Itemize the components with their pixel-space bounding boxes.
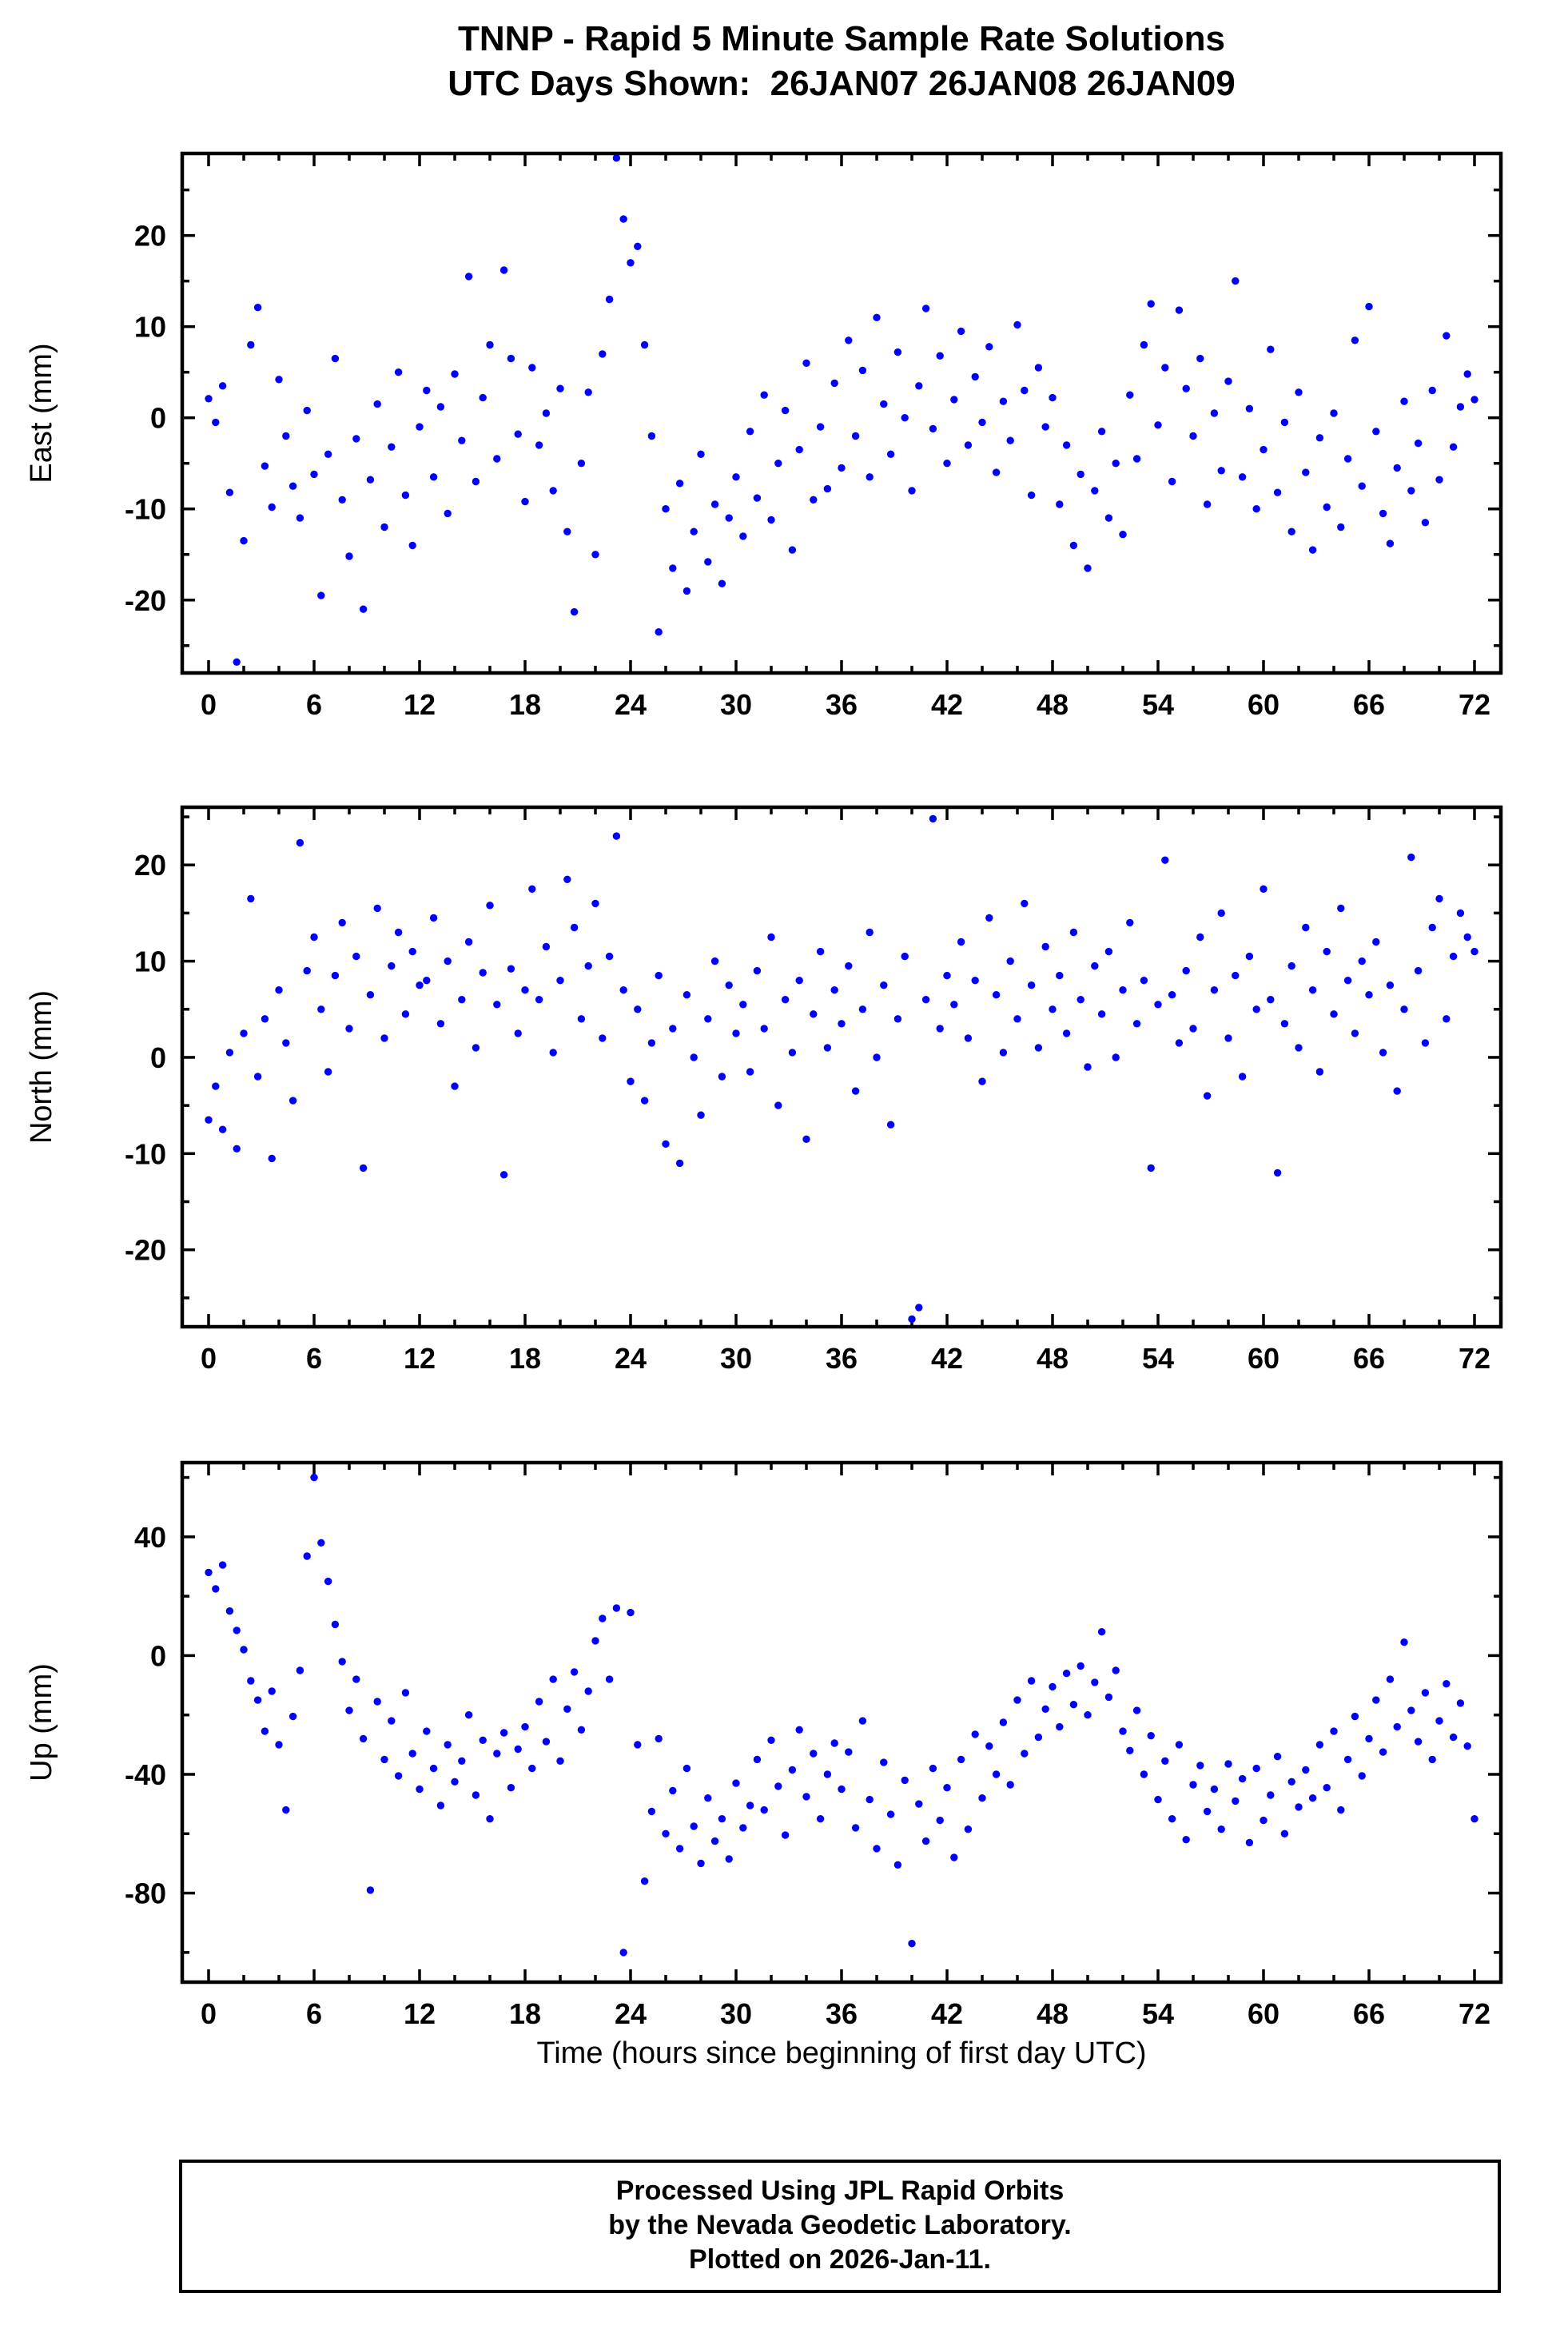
north-frame bbox=[180, 805, 1503, 1329]
svg-text:60: 60 bbox=[1248, 1997, 1279, 2030]
svg-text:12: 12 bbox=[404, 1342, 436, 1375]
svg-text:-10: -10 bbox=[125, 493, 166, 526]
svg-text:0: 0 bbox=[150, 402, 166, 435]
svg-text:40: 40 bbox=[134, 1521, 166, 1554]
east-axis-title: East (mm) bbox=[25, 343, 58, 483]
svg-text:54: 54 bbox=[1142, 1997, 1174, 2030]
svg-text:36: 36 bbox=[826, 1997, 858, 2030]
svg-text:36: 36 bbox=[826, 688, 858, 721]
svg-text:-40: -40 bbox=[125, 1758, 166, 1791]
north-x-tick-labels: 0 6 12 18 24 30 36 42 48 54 60 66 72 bbox=[201, 1342, 1490, 1375]
svg-text:0: 0 bbox=[150, 1041, 166, 1074]
svg-text:6: 6 bbox=[306, 1342, 322, 1375]
north-y-tick-labels: -20 -10 0 10 20 bbox=[125, 849, 166, 1266]
up-x-ticks bbox=[207, 1463, 1476, 1982]
up-y-tick-labels: -80 -40 0 40 bbox=[125, 1521, 166, 1910]
svg-text:60: 60 bbox=[1248, 1342, 1279, 1375]
svg-text:18: 18 bbox=[509, 1342, 541, 1375]
svg-text:12: 12 bbox=[404, 1997, 436, 2030]
svg-text:10: 10 bbox=[134, 946, 166, 978]
svg-text:10: 10 bbox=[134, 311, 166, 344]
east-points bbox=[205, 154, 1478, 666]
svg-text:24: 24 bbox=[615, 1997, 647, 2030]
north-axis-title: North (mm) bbox=[25, 990, 58, 1144]
svg-text:-80: -80 bbox=[125, 1877, 166, 1910]
footer-box: Processed Using JPL Rapid Orbits by the … bbox=[179, 2160, 1501, 2293]
up-frame bbox=[180, 1460, 1503, 1985]
north-x-ticks bbox=[207, 807, 1476, 1327]
svg-text:72: 72 bbox=[1459, 688, 1490, 721]
up-axis-title: Up (mm) bbox=[25, 1663, 58, 1782]
svg-text:6: 6 bbox=[306, 1997, 322, 2030]
svg-text:6: 6 bbox=[306, 688, 322, 721]
svg-text:36: 36 bbox=[826, 1342, 858, 1375]
svg-text:66: 66 bbox=[1353, 1997, 1385, 2030]
svg-text:24: 24 bbox=[615, 1342, 647, 1375]
up-y-ticks bbox=[182, 1475, 1501, 1954]
svg-text:60: 60 bbox=[1248, 688, 1279, 721]
svg-text:42: 42 bbox=[931, 1997, 963, 2030]
east-x-tick-labels: 0 6 12 18 24 30 36 42 48 54 60 66 72 bbox=[201, 688, 1490, 721]
svg-text:20: 20 bbox=[134, 849, 166, 882]
svg-text:30: 30 bbox=[720, 1342, 752, 1375]
svg-text:0: 0 bbox=[201, 1997, 217, 2030]
svg-text:-10: -10 bbox=[125, 1137, 166, 1170]
svg-text:66: 66 bbox=[1353, 688, 1385, 721]
footer-line-1: Processed Using JPL Rapid Orbits bbox=[615, 2176, 1065, 2206]
svg-text:72: 72 bbox=[1459, 1342, 1490, 1375]
svg-text:18: 18 bbox=[509, 688, 541, 721]
east-x-ticks bbox=[207, 153, 1476, 673]
svg-text:66: 66 bbox=[1353, 1342, 1385, 1375]
svg-text:12: 12 bbox=[404, 688, 436, 721]
svg-text:0: 0 bbox=[150, 1639, 166, 1672]
up-points bbox=[205, 1473, 1478, 1957]
svg-text:42: 42 bbox=[931, 688, 963, 721]
chart-title: TNNP - Rapid 5 Minute Sample Rate Soluti… bbox=[458, 19, 1225, 58]
svg-text:18: 18 bbox=[509, 1997, 541, 2030]
svg-text:54: 54 bbox=[1142, 1342, 1174, 1375]
svg-text:48: 48 bbox=[1037, 1997, 1069, 2030]
footer-line-2: by the Nevada Geodetic Laboratory. bbox=[608, 2210, 1072, 2240]
svg-text:-20: -20 bbox=[125, 584, 166, 617]
east-y-tick-labels: -20 -10 0 10 20 bbox=[125, 220, 166, 617]
svg-text:72: 72 bbox=[1459, 1997, 1490, 2030]
svg-text:24: 24 bbox=[615, 688, 647, 721]
svg-text:0: 0 bbox=[201, 688, 217, 721]
svg-text:54: 54 bbox=[1142, 688, 1174, 721]
up-x-tick-labels: 0 6 12 18 24 30 36 42 48 54 60 66 72 bbox=[201, 1997, 1490, 2030]
footer-line-3: Plotted on 2026-Jan-11. bbox=[689, 2244, 991, 2275]
svg-text:30: 30 bbox=[720, 688, 752, 721]
svg-text:48: 48 bbox=[1037, 688, 1069, 721]
east-y-ticks bbox=[182, 188, 1501, 647]
svg-text:20: 20 bbox=[134, 220, 166, 253]
x-axis-title: Time (hours since beginning of first day… bbox=[536, 2036, 1147, 2070]
svg-text:0: 0 bbox=[201, 1342, 217, 1375]
north-y-ticks bbox=[182, 815, 1501, 1300]
svg-text:30: 30 bbox=[720, 1997, 752, 2030]
svg-text:48: 48 bbox=[1037, 1342, 1069, 1375]
east-frame bbox=[180, 151, 1503, 675]
svg-text:42: 42 bbox=[931, 1342, 963, 1375]
chart-subtitle: UTC Days Shown: 26JAN07 26JAN08 26JAN09 bbox=[448, 64, 1236, 103]
svg-text:-20: -20 bbox=[125, 1234, 166, 1267]
north-points bbox=[205, 814, 1478, 1324]
